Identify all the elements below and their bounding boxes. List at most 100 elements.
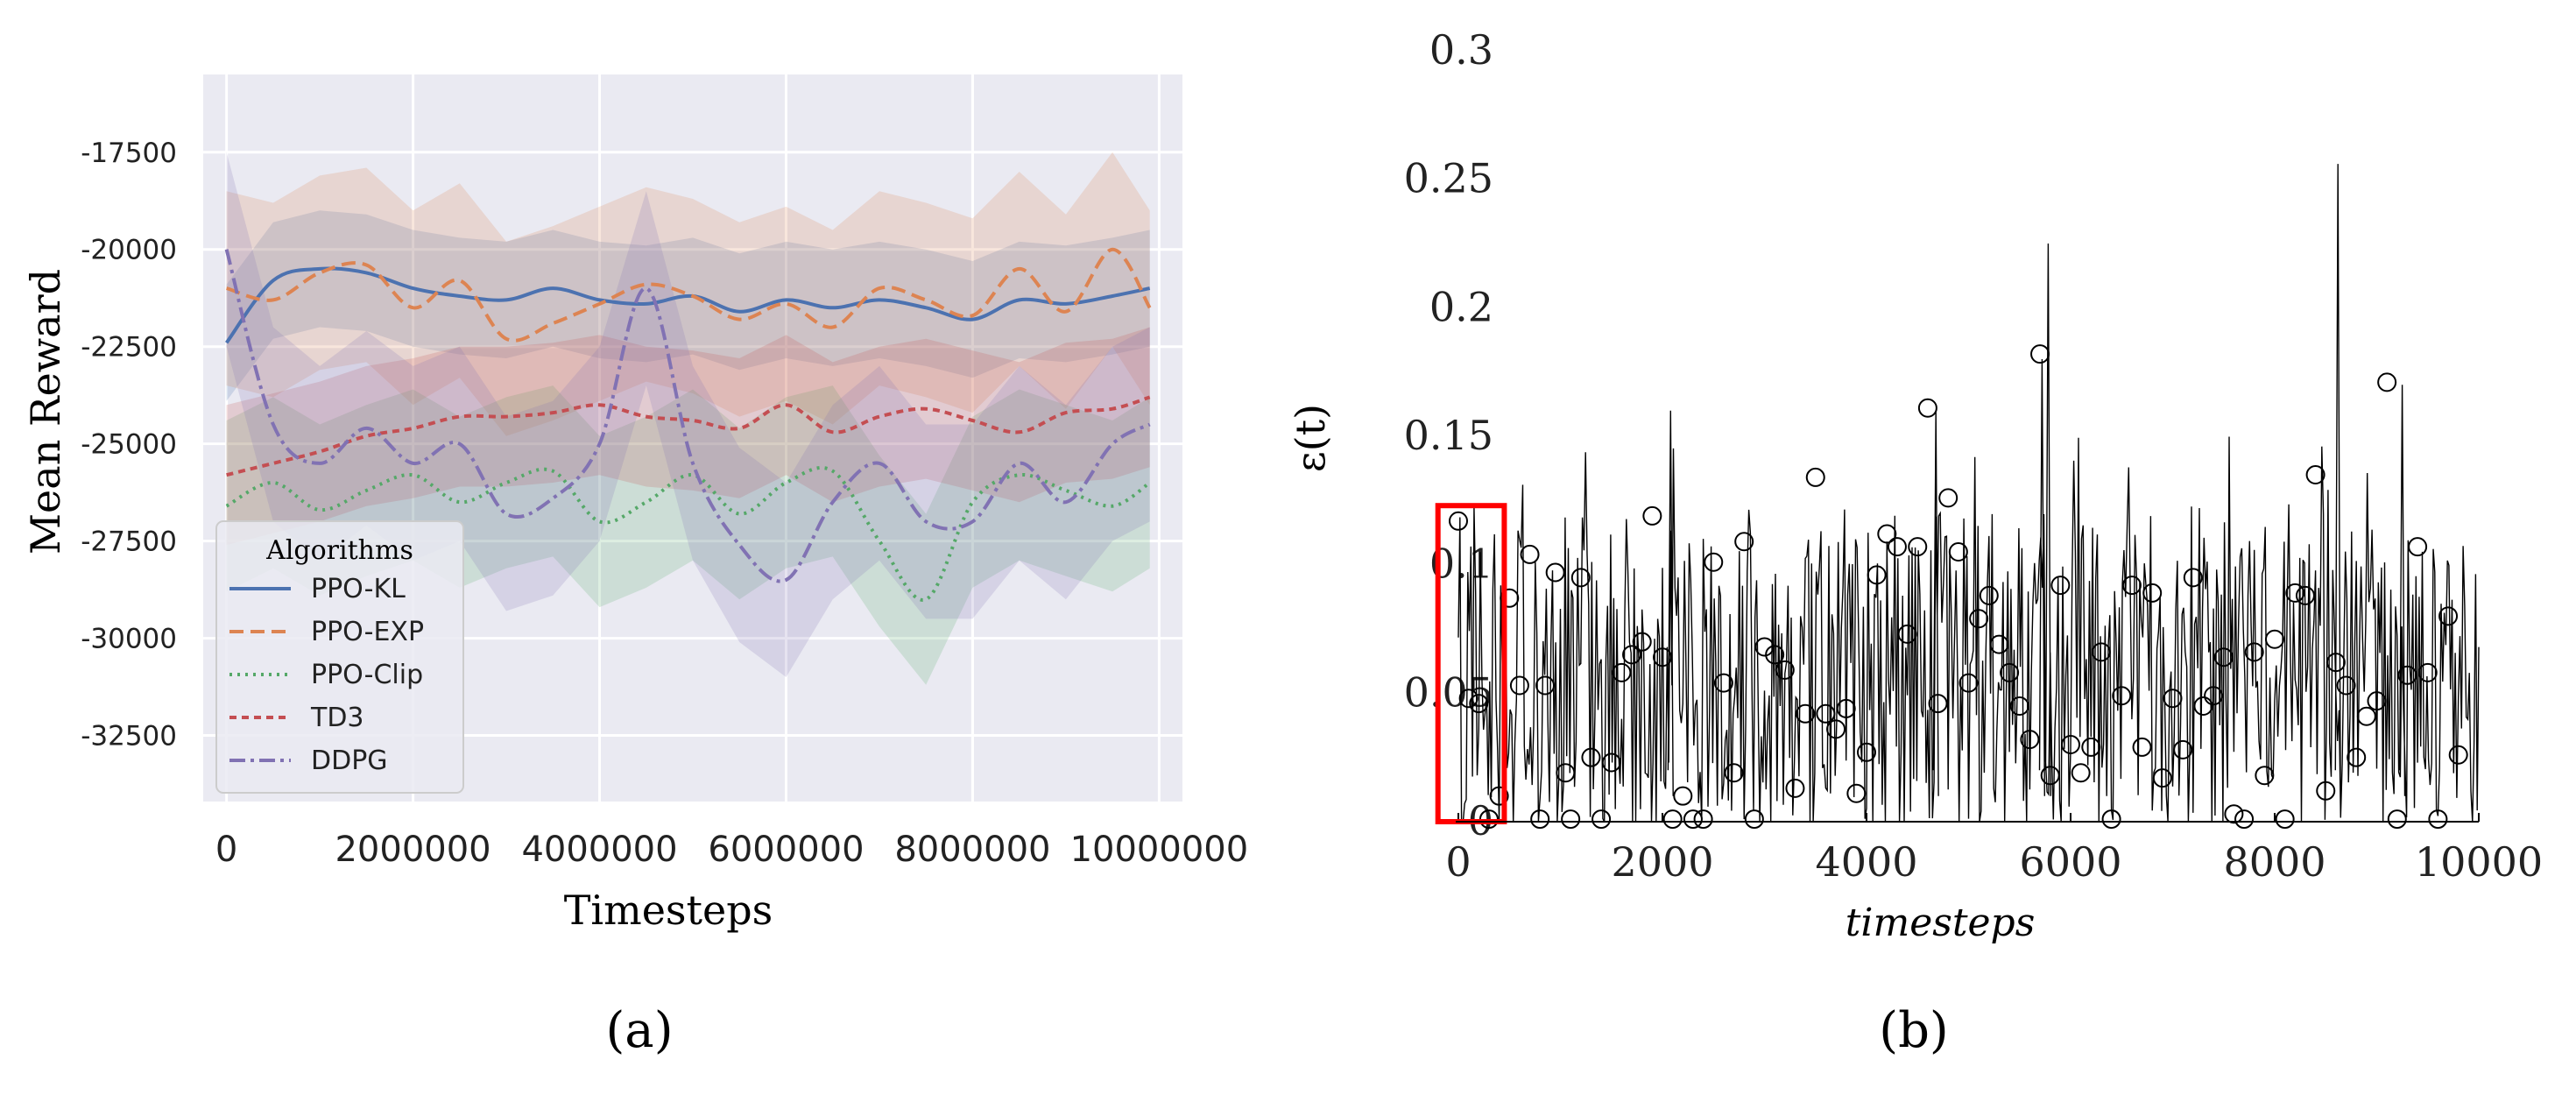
marker-point (1928, 694, 1948, 714)
confidence-band-td3 (226, 327, 1150, 546)
marker-point (2101, 809, 2121, 830)
x-tick-label: 10000000 (1070, 830, 1249, 870)
marker-point (1469, 694, 1489, 714)
legend-label: PPO-EXP (311, 617, 424, 647)
marker-point (2000, 662, 2020, 682)
marker-point (1612, 662, 1632, 682)
marker-point (1887, 537, 1907, 557)
marker-point (2234, 809, 2255, 830)
x-tick-label: 4000 (1815, 838, 1917, 886)
marker-point (1938, 488, 1958, 508)
marker-point (1570, 568, 1591, 588)
marker-point (2417, 662, 2438, 682)
marker-point (1561, 809, 1581, 830)
chart-a-x-tick-labels: 0 2000000 4000000 6000000 8000000 10000000 (215, 830, 1248, 870)
marker-point (1489, 786, 1509, 806)
marker-point (2336, 675, 2356, 696)
x-tick-label: 2000000 (335, 830, 490, 870)
marker-point (1530, 809, 1550, 830)
marker-point (1545, 562, 1565, 583)
marker-point (2020, 730, 2040, 750)
marker-point (2121, 576, 2142, 596)
confidence-band-ddpg (226, 152, 1150, 678)
marker-point (1653, 647, 1672, 668)
marker-point (2265, 629, 2284, 649)
chart-b-markers (1449, 344, 2468, 830)
chart-a-grid (203, 74, 1182, 802)
marker-point (2030, 344, 2050, 364)
chart-a: 0 2000000 4000000 6000000 8000000 10000000 -1… (22, 74, 1248, 934)
marker-point (2213, 647, 2234, 668)
marker-point (2428, 809, 2448, 830)
marker-point (1642, 505, 1662, 526)
x-tick-label: 6000 (2019, 838, 2121, 886)
y-tick-label: 0.25 (1404, 155, 1493, 202)
x-tick-label: 10000 (2415, 838, 2543, 886)
marker-point (1796, 703, 1816, 724)
chart-a-y-axis-label: Mean Reward (22, 269, 69, 555)
marker-point (2152, 768, 2172, 788)
y-tick-label: 0.05 (1404, 668, 1493, 716)
chart-a-legend: Algorithms PPO-KL PPO-EXP PPO-Clip TD3 DDPG (215, 520, 464, 794)
marker-point (1713, 673, 1733, 693)
marker-point (2050, 576, 2071, 596)
legend-items: PPO-KL PPO-EXP PPO-Clip TD3 DDPG (229, 574, 424, 776)
marker-point (1744, 809, 1764, 830)
marker-point (2316, 781, 2336, 801)
chart-b: 00.050.10.150.20.250.3 0 2000 4000 6000 8000… (1287, 26, 2543, 945)
marker-point (1877, 524, 1897, 544)
marker-point (2397, 665, 2417, 685)
marker-point (2081, 737, 2101, 757)
marker-point (1765, 645, 1785, 665)
chart-a-series-lines (224, 247, 1152, 602)
marker-point (1591, 809, 1612, 830)
y-tick-label: 0.15 (1404, 412, 1493, 459)
marker-point (1989, 634, 2009, 654)
marker-point (2183, 568, 2203, 588)
x-tick-label: 8000000 (894, 830, 1050, 870)
series-line-td3 (226, 395, 1151, 477)
marker-point (1535, 675, 1556, 696)
confidence-band-ppo-exp (226, 152, 1150, 436)
marker-point (1556, 763, 1576, 783)
series-line-ddpg (224, 249, 1151, 583)
marker-point (1632, 632, 1652, 652)
confidence-band-ppo-clip (226, 385, 1150, 685)
marker-point (1969, 609, 1989, 629)
marker-point (2009, 696, 2029, 716)
marker-point (2347, 747, 2367, 767)
marker-point (2295, 585, 2315, 605)
marker-point (1693, 809, 1713, 830)
marker-point (2305, 465, 2325, 484)
marker-point (2142, 583, 2163, 603)
marker-point (2091, 642, 2111, 662)
marker-point (2275, 809, 2295, 830)
marker-point (1958, 673, 1979, 693)
y-tick-label: 0.3 (1429, 26, 1493, 74)
marker-point (1500, 588, 1520, 608)
marker-point (2163, 689, 2183, 709)
marker-point (1724, 763, 1744, 783)
chart-b-x-tick-labels: 0 2000 4000 6000 8000 10000 (1445, 838, 2543, 886)
legend-label: PPO-KL (311, 574, 406, 604)
marker-point (2061, 735, 2080, 754)
x-tick-label: 2000 (1611, 838, 1713, 886)
marker-point (2204, 686, 2224, 706)
y-tick-label: -25000 (81, 429, 177, 461)
marker-point (1704, 552, 1724, 572)
marker-point (2387, 809, 2407, 830)
marker-point (1867, 565, 1887, 585)
marker-point (1836, 698, 1856, 718)
marker-point (1857, 742, 1876, 762)
chart-b-y-axis-label: ε(t) (1287, 404, 1334, 472)
marker-point (1662, 809, 1683, 830)
marker-point (1509, 675, 1529, 696)
marker-point (1622, 645, 1642, 665)
y-tick-label: 0.2 (1429, 283, 1493, 330)
panel-label-a: (a) (605, 1002, 673, 1059)
marker-point (1458, 689, 1479, 709)
marker-point (2040, 766, 2060, 786)
marker-point (1581, 747, 1601, 767)
legend-title: Algorithms (265, 535, 413, 566)
